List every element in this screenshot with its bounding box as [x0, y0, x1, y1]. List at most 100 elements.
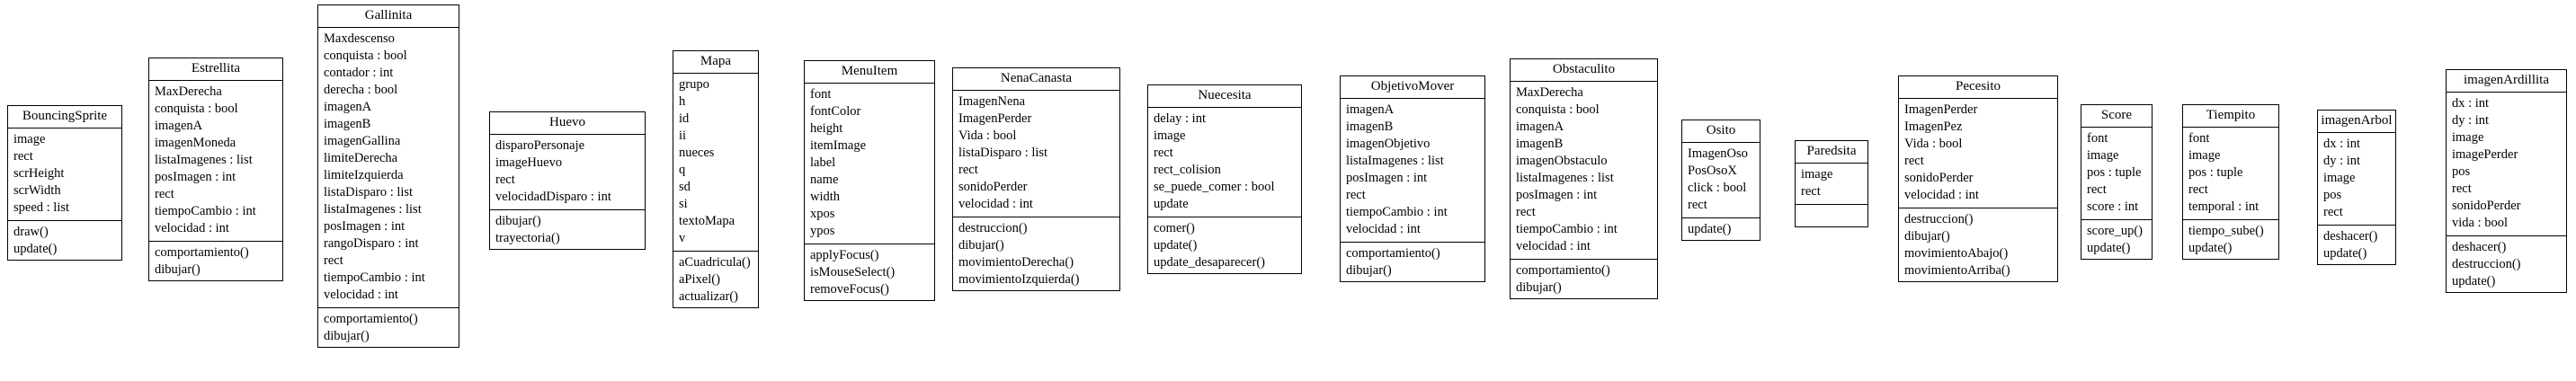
- attribute: imagenA: [1346, 102, 1395, 117]
- attribute: conquista : bool: [324, 49, 407, 63]
- method: aCuadricula(): [679, 255, 751, 270]
- class-box-bouncingsprite: BouncingSprite image rect scrHeight scrWidth…: [7, 105, 122, 261]
- attribute: si: [679, 197, 688, 211]
- attribute: font: [2087, 131, 2108, 146]
- class-name: imagenArdillita: [2447, 70, 2566, 93]
- attribute: disparoPersonaje: [495, 138, 585, 153]
- attribute: imagenObstaculo: [1516, 154, 1608, 168]
- attribute: click : bool: [1688, 181, 1747, 195]
- class-attributes: ImagenPerder ImagenPez Vida : bool rect soni…: [1899, 99, 2057, 208]
- attribute: velocidad : int: [958, 197, 1033, 211]
- class-box-estrellita: Estrellita MaxDerecha conquista : bool imag…: [148, 58, 283, 281]
- attribute: imagenB: [1516, 137, 1564, 151]
- attribute: ypos: [810, 224, 835, 238]
- attribute: rect: [2323, 205, 2343, 219]
- method: dibujar(): [1346, 263, 1392, 278]
- attribute: posImagen : int: [324, 219, 406, 234]
- class-methods: score_up() update(): [2081, 220, 2152, 259]
- method: applyFocus(): [810, 248, 879, 262]
- attribute: sd: [679, 180, 691, 194]
- class-name: Estrellita: [149, 58, 282, 81]
- attribute: imagenB: [1346, 120, 1394, 134]
- method: destruccion(): [958, 221, 1028, 235]
- attribute: font: [2188, 131, 2210, 146]
- attribute: PosOsoX: [1688, 164, 1737, 178]
- attribute: ImagenPez: [1904, 120, 1963, 134]
- class-methods: draw() update(): [8, 221, 121, 260]
- method: actualizar(): [679, 289, 739, 304]
- class-methods: aCuadricula() aPixel() actualizar(): [673, 252, 758, 307]
- method: comportamiento(): [1346, 246, 1440, 261]
- method: update(): [2188, 241, 2233, 255]
- class-attributes: image rect: [1796, 164, 1867, 205]
- attribute: listaImagenes : list: [1516, 171, 1614, 185]
- class-attributes: font image pos : tuple rect temporal : int: [2183, 128, 2278, 220]
- attribute: imagenObjetivo: [1346, 137, 1431, 151]
- class-methods: comportamiento() dibujar(): [318, 308, 459, 347]
- attribute: tiempoCambio : int: [155, 204, 256, 218]
- attribute: dy : int: [2323, 154, 2361, 168]
- attribute: se_puede_comer : bool: [1154, 180, 1275, 194]
- class-box-imagenardillita: imagenArdillita dx : int dy : int image imag…: [2446, 69, 2567, 293]
- class-box-obstaculito: Obstaculito MaxDerecha conquista : bool ima…: [1510, 58, 1658, 299]
- class-box-pecesito: Pecesito ImagenPerder ImagenPez Vida : bool…: [1898, 75, 2058, 282]
- attribute: conquista : bool: [1516, 102, 1600, 117]
- attribute: derecha : bool: [324, 83, 398, 97]
- class-box-huevo: Huevo disparoPersonaje imageHuevo rect veloc…: [489, 111, 646, 250]
- method: update(): [2087, 241, 2131, 255]
- attribute: conquista : bool: [155, 102, 238, 116]
- attribute: xpos: [810, 207, 835, 221]
- class-methods: deshacer() update(): [2318, 226, 2395, 264]
- attribute: update: [1154, 197, 1189, 211]
- attribute: tiempoCambio : int: [1516, 222, 1618, 236]
- attribute: image: [2087, 148, 2119, 163]
- method: draw(): [13, 225, 49, 239]
- class-name: Score: [2081, 105, 2152, 128]
- attribute: name: [810, 173, 839, 187]
- class-attributes: MaxDerecha conquista : bool imagenA imagenM…: [149, 81, 282, 242]
- attribute: width: [810, 190, 841, 204]
- attribute: contador : int: [324, 66, 394, 80]
- class-methods: tiempo_sube() update(): [2183, 220, 2278, 259]
- class-box-nuecesita: Nuecesita delay : int image rect rect_colisi…: [1147, 84, 1302, 274]
- attribute: imagenA: [324, 100, 372, 114]
- attribute: id: [679, 111, 690, 126]
- method: dibujar(): [1516, 280, 1562, 295]
- attribute: limiteDerecha: [324, 151, 398, 165]
- attribute: v: [679, 231, 686, 245]
- class-attributes: disparoPersonaje imageHuevo rect velocidadD…: [490, 135, 645, 210]
- class-methods: comportamiento() dibujar(): [1511, 260, 1657, 298]
- class-box-menuitem: MenuItem font fontColor height itemImage labe…: [804, 60, 935, 301]
- class-name: NenaCanasta: [953, 68, 1119, 91]
- attribute: delay : int: [1154, 111, 1206, 126]
- attribute: velocidad : int: [1516, 239, 1591, 253]
- attribute: pos: [2323, 188, 2342, 202]
- attribute: rect: [1904, 154, 1924, 168]
- class-name: Gallinita: [318, 5, 459, 28]
- method: destruccion(): [2452, 257, 2521, 271]
- class-methods: dibujar() trayectoria(): [490, 210, 645, 249]
- attribute: image: [1801, 167, 1833, 182]
- attribute: image: [2188, 148, 2221, 163]
- method: deshacer(): [2452, 240, 2507, 254]
- attribute: image: [1154, 128, 1186, 143]
- attribute: rect: [1688, 198, 1707, 212]
- class-attributes: dx : int dy : int image pos rect: [2318, 133, 2395, 226]
- attribute: posImagen : int: [155, 170, 236, 184]
- class-methods: [1796, 205, 1867, 226]
- method: comportamiento(): [1516, 263, 1610, 278]
- class-methods: deshacer() destruccion() update(): [2447, 236, 2566, 292]
- class-name: Obstaculito: [1511, 59, 1657, 82]
- attribute: score : int: [2087, 199, 2139, 214]
- method: dibujar(): [1904, 229, 1950, 244]
- attribute: Vida : bool: [1904, 137, 1963, 151]
- attribute: rect: [324, 253, 343, 268]
- attribute: posImagen : int: [1516, 188, 1598, 202]
- attribute: rect: [958, 163, 978, 177]
- attribute: rect: [1801, 184, 1821, 199]
- attribute: dx : int: [2452, 96, 2490, 111]
- method: tiempo_sube(): [2188, 224, 2264, 238]
- class-methods: comportamiento() dibujar(): [1341, 243, 1484, 281]
- attribute: MaxDerecha: [155, 84, 222, 99]
- attribute: rect: [13, 149, 33, 164]
